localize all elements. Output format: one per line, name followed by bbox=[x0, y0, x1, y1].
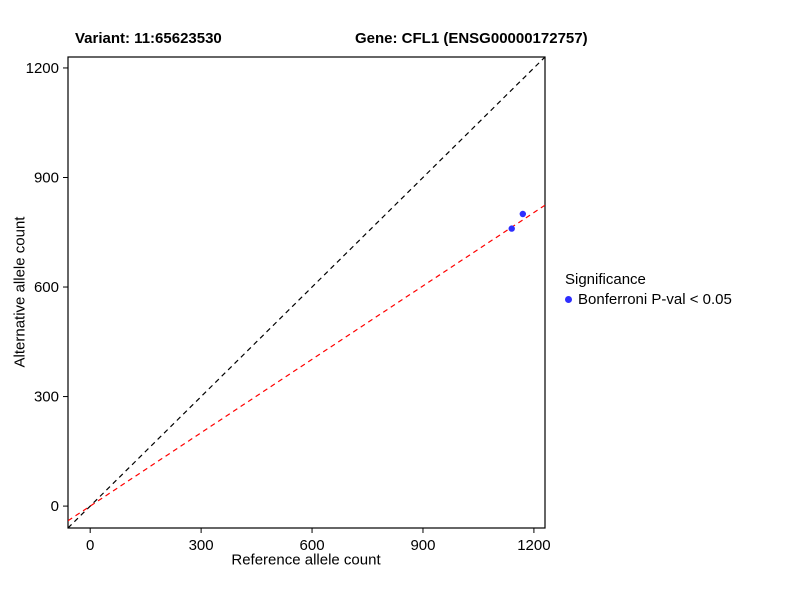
x-tick-label: 900 bbox=[410, 537, 435, 554]
x-tick-label: 300 bbox=[189, 537, 214, 554]
x-tick-label: 0 bbox=[86, 537, 94, 554]
legend-point-icon bbox=[565, 296, 572, 303]
identity-line bbox=[68, 57, 545, 528]
data-point bbox=[508, 225, 515, 232]
legend-title: Significance bbox=[565, 271, 646, 288]
x-tick-label: 600 bbox=[300, 537, 325, 554]
y-tick-label: 900 bbox=[34, 169, 59, 186]
x-axis-label: Reference allele count bbox=[231, 551, 381, 569]
y-tick-label: 0 bbox=[51, 498, 59, 515]
x-tick-label: 1200 bbox=[517, 537, 550, 554]
y-tick-label: 1200 bbox=[26, 60, 59, 77]
legend: Significance Bonferroni P-val < 0.05 bbox=[565, 271, 732, 308]
y-tick-label: 300 bbox=[34, 389, 59, 406]
gene-title: Gene: CFL1 (ENSG00000172757) bbox=[355, 30, 588, 47]
legend-item-label: Bonferroni P-val < 0.05 bbox=[578, 291, 732, 308]
legend-item: Bonferroni P-val < 0.05 bbox=[565, 291, 732, 308]
variant-title: Variant: 11:65623530 bbox=[75, 30, 222, 47]
y-axis-label: Alternative allele count bbox=[11, 216, 29, 368]
data-point bbox=[519, 210, 527, 218]
y-tick-label: 600 bbox=[34, 279, 59, 296]
